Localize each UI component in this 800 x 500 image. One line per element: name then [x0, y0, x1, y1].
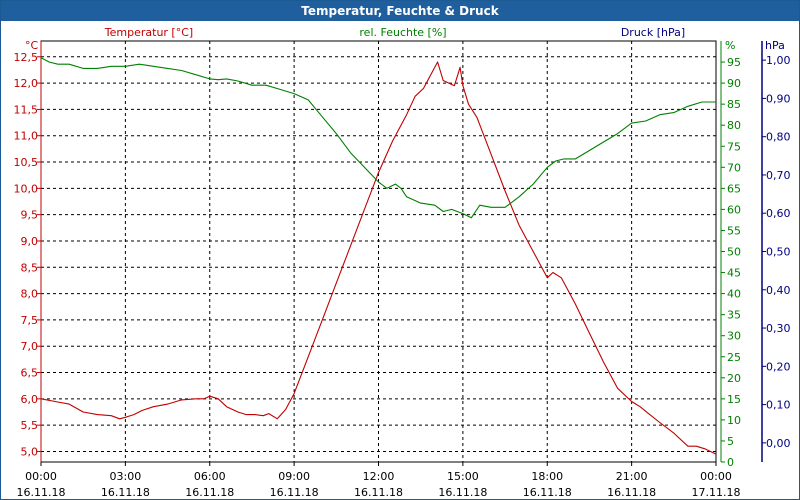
mid-tick-label: 0: [727, 456, 734, 469]
x-tick-time: 12:00: [363, 470, 395, 483]
mid-tick-label: 35: [727, 309, 741, 322]
left-tick-label: 7,5: [21, 314, 39, 327]
left-tick-label: 8,5: [21, 261, 39, 274]
left-tick-label: 5,0: [21, 445, 39, 458]
x-tick-time: 21:00: [616, 470, 648, 483]
left-tick-label: 9,5: [21, 209, 39, 222]
mid-tick-label: 45: [727, 267, 741, 280]
right-tick-label: 0,70: [766, 169, 791, 182]
x-tick-date: 16.11.18: [101, 486, 150, 499]
right-tick-label: 0,30: [766, 322, 791, 335]
pressure-series-label: Druck [hPa]: [621, 26, 685, 39]
left-tick-label: 7,0: [21, 340, 39, 353]
mid-tick-label: 40: [727, 288, 741, 301]
mid-tick-label: 25: [727, 351, 741, 364]
left-tick-label: 6,5: [21, 367, 39, 380]
left-tick-label: 10,5: [14, 156, 39, 169]
right-tick-label: 0,20: [766, 360, 791, 373]
x-tick-time: 09:00: [278, 470, 310, 483]
temperature-series-line: [40, 61, 717, 455]
mid-tick-label: 90: [727, 77, 741, 90]
left-tick-label: 6,0: [21, 393, 39, 406]
right-tick-label: 0,10: [766, 399, 791, 412]
right-tick-label: 0,90: [766, 92, 791, 105]
chart-plot: °C % hPa Temperatur [°C] rel. Feuchte [%…: [14, 26, 791, 499]
left-axis-unit: °C: [25, 39, 39, 52]
x-tick-time: 15:00: [447, 470, 479, 483]
mid-tick-label: 15: [727, 393, 741, 406]
x-tick-time: 06:00: [194, 470, 226, 483]
chart-title: Temperatur, Feuchte & Druck: [1, 1, 799, 21]
x-tick-date: 17.11.18: [692, 486, 741, 499]
right-tick-label: 0,50: [766, 246, 791, 259]
x-tick-date: 16.11.18: [523, 486, 572, 499]
left-tick-label: 10,0: [14, 182, 39, 195]
x-tick-date: 16.11.18: [270, 486, 319, 499]
right-tick-label: 0,00: [766, 437, 791, 450]
right-tick-label: 0,80: [766, 131, 791, 144]
x-tick-time: 00:00: [700, 470, 732, 483]
x-tick-date: 16.11.18: [438, 486, 487, 499]
mid-tick-label: 55: [727, 224, 741, 237]
x-tick-time: 00:00: [25, 470, 57, 483]
mid-tick-label: 85: [727, 98, 741, 111]
mid-tick-label: 30: [727, 330, 741, 343]
right-tick-label: 0,60: [766, 207, 791, 220]
axis-ticks: 00:00 16.11.18 03:00 16.11.18 06:00 16.11.18 0…: [14, 51, 791, 499]
left-tick-label: 12,5: [14, 51, 39, 64]
x-tick-date: 16.11.18: [607, 486, 656, 499]
mid-tick-label: 95: [727, 56, 741, 69]
x-tick-date: 16.11.18: [17, 486, 66, 499]
mid-tick-label: 10: [727, 414, 741, 427]
mid-tick-label: 20: [727, 372, 741, 385]
mid-tick-label: 60: [727, 203, 741, 216]
mid-tick-label: 65: [727, 182, 741, 195]
humidity-series-line: [40, 57, 716, 219]
mid-tick-label: 5: [727, 435, 734, 448]
mid-tick-label: 80: [727, 119, 741, 132]
left-tick-label: 8,0: [21, 288, 39, 301]
left-tick-label: 12,0: [14, 77, 39, 90]
temperature-series-label: Temperatur [°C]: [104, 26, 193, 39]
right-tick-label: 1,00: [766, 54, 791, 67]
left-tick-label: 5,5: [21, 419, 39, 432]
right-axis-unit: hPa: [765, 39, 785, 52]
mid-tick-label: 75: [727, 140, 741, 153]
humidity-series-label: rel. Feuchte [%]: [359, 26, 446, 39]
x-tick-time: 18:00: [531, 470, 563, 483]
grid-lines: [41, 41, 716, 462]
left-tick-label: 11,0: [14, 130, 39, 143]
data-series: [40, 57, 717, 455]
x-tick-time: 03:00: [110, 470, 142, 483]
left-tick-label: 11,5: [14, 103, 39, 116]
right-tick-label: 0,40: [766, 284, 791, 297]
x-tick-date: 16.11.18: [354, 486, 403, 499]
mid-axis-unit: %: [725, 39, 735, 52]
mid-tick-label: 70: [727, 161, 741, 174]
mid-tick-label: 50: [727, 246, 741, 259]
left-tick-label: 9,0: [21, 235, 39, 248]
x-tick-date: 16.11.18: [185, 486, 234, 499]
